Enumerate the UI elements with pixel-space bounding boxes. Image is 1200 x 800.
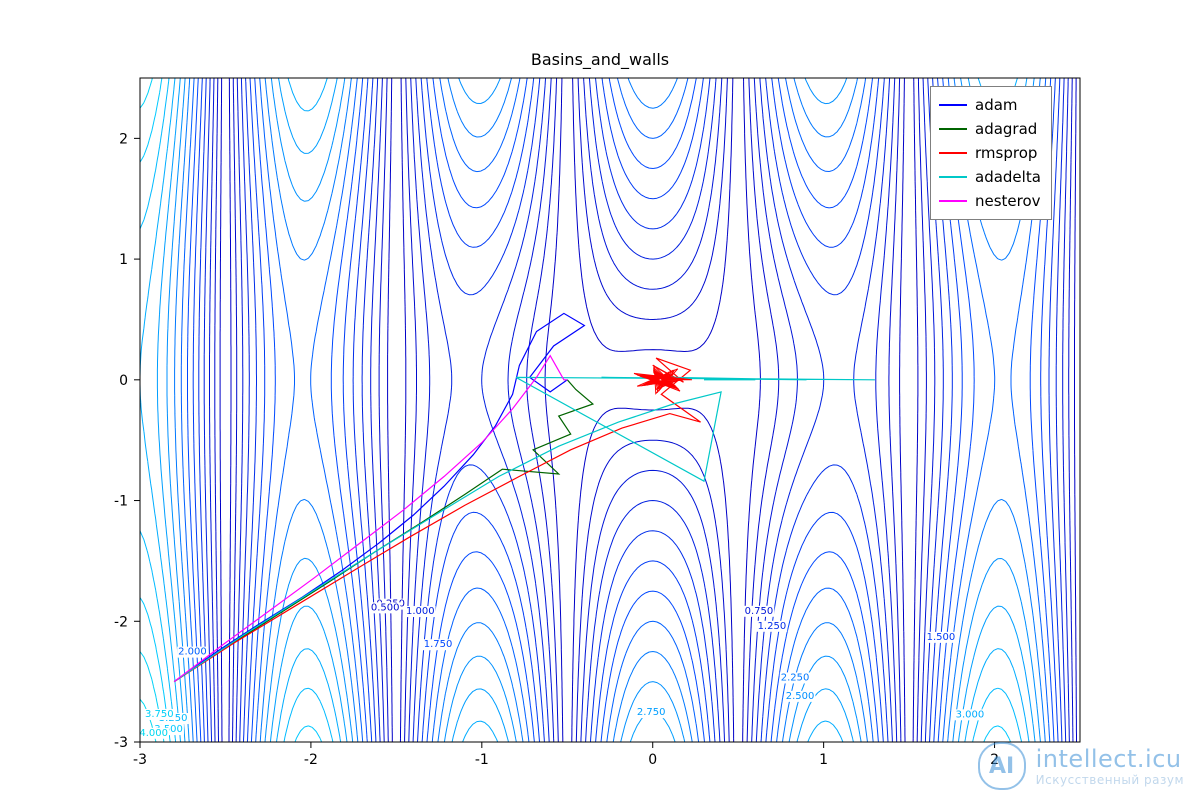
- xtick-label: 2: [990, 752, 999, 768]
- ytick-label: -2: [114, 614, 128, 630]
- ytick-label: -3: [114, 735, 128, 751]
- legend-label: nesterov: [975, 189, 1041, 213]
- contour-label: 1.500: [927, 632, 956, 643]
- ytick-label: 0: [119, 373, 128, 389]
- contour-label: 2.000: [178, 647, 207, 658]
- xtick-label: -1: [475, 752, 489, 768]
- legend-item-rmsprop: rmsprop: [939, 141, 1041, 165]
- legend-box: adamadagradrmspropadadeltanesterov: [930, 86, 1052, 220]
- contour-label: 2.250: [781, 672, 810, 683]
- contour-label: 1.250: [758, 621, 787, 632]
- legend-item-adagrad: adagrad: [939, 117, 1041, 141]
- legend-swatch-icon: [939, 176, 967, 178]
- contour-label: 3.000: [956, 709, 985, 720]
- legend-swatch-icon: [939, 128, 967, 130]
- legend-label: adagrad: [975, 117, 1037, 141]
- contour-label: 2.750: [637, 707, 666, 718]
- contour-label: 0.500: [371, 602, 400, 613]
- legend-item-adadelta: adadelta: [939, 165, 1041, 189]
- xtick-label: -3: [133, 752, 147, 768]
- contour-label: 0.750: [745, 606, 774, 617]
- contour-label: 2.500: [786, 691, 815, 702]
- xtick-label: 1: [819, 752, 828, 768]
- ytick-label: 2: [119, 131, 128, 147]
- legend-swatch-icon: [939, 200, 967, 202]
- legend-label: adam: [975, 93, 1018, 117]
- legend-swatch-icon: [939, 152, 967, 154]
- legend-label: adadelta: [975, 165, 1041, 189]
- legend-item-adam: adam: [939, 93, 1041, 117]
- contour-label: 1.000: [406, 606, 435, 617]
- contour-label: 3.750: [145, 709, 174, 720]
- legend-item-nesterov: nesterov: [939, 189, 1041, 213]
- ytick-label: 1: [119, 252, 128, 268]
- xtick-label: 0: [648, 752, 657, 768]
- legend-label: rmsprop: [975, 141, 1037, 165]
- ytick-label: -1: [114, 494, 128, 510]
- xtick-label: -2: [304, 752, 318, 768]
- figure-container: Basins_and_walls -3-2-1012-3-2-10120.250…: [0, 0, 1200, 800]
- contour-label: 4.000: [139, 728, 168, 739]
- contour-label: 1.750: [424, 639, 453, 650]
- legend-swatch-icon: [939, 104, 967, 106]
